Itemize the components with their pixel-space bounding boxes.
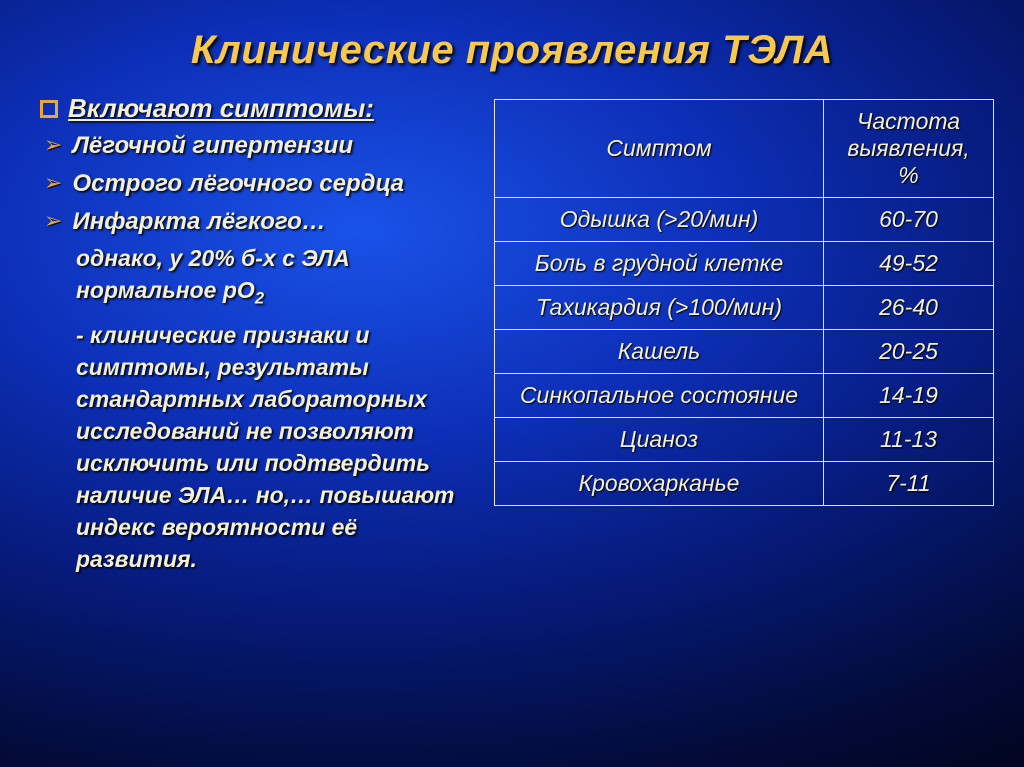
table-row: Кровохарканье 7-11 xyxy=(495,462,994,506)
col-frequency: Частота выявления, % xyxy=(824,100,994,198)
paragraph-1: однако, у 20% б-х с ЭЛА нормальное pO2 xyxy=(40,242,480,315)
square-bullet-icon xyxy=(40,100,58,118)
slide-title: Клинические проявления ТЭЛА xyxy=(0,0,1024,93)
bullet-row: ➢ Инфаркта лёгкого… xyxy=(40,206,480,238)
cell-symptom: Синкопальное состояние xyxy=(495,374,824,418)
table-header-row: Симптом Частота выявления, % xyxy=(495,100,994,198)
cell-symptom: Тахикардия (>100/мин) xyxy=(495,286,824,330)
table-row: Тахикардия (>100/мин) 26-40 xyxy=(495,286,994,330)
cell-symptom: Кашель xyxy=(495,330,824,374)
bullet-row: ➢ Острого лёгочного сердца xyxy=(40,168,480,200)
table-row: Цианоз 11-13 xyxy=(495,418,994,462)
bullet-text: Инфаркта лёгкого… xyxy=(72,206,325,238)
table-row: Одышка (>20/мин) 60-70 xyxy=(495,198,994,242)
heading-row: Включают симптомы: xyxy=(40,93,480,124)
cell-frequency: 14-19 xyxy=(824,374,994,418)
para1-subscript: 2 xyxy=(255,289,264,308)
bullet-text: Лёгочной гипертензии xyxy=(72,130,353,162)
symptoms-heading: Включают симптомы: xyxy=(68,93,374,124)
cell-frequency: 49-52 xyxy=(824,242,994,286)
table-row: Кашель 20-25 xyxy=(495,330,994,374)
bullet-text: Острого лёгочного сердца xyxy=(72,168,404,200)
cell-frequency: 20-25 xyxy=(824,330,994,374)
symptoms-table: Симптом Частота выявления, % Одышка (>20… xyxy=(494,99,994,506)
cell-frequency: 7-11 xyxy=(824,462,994,506)
cell-frequency: 26-40 xyxy=(824,286,994,330)
para1-text: однако, у 20% б-х с ЭЛА нормальное pO xyxy=(76,245,350,303)
cell-frequency: 11-13 xyxy=(824,418,994,462)
right-column: Симптом Частота выявления, % Одышка (>20… xyxy=(494,93,994,575)
cell-symptom: Кровохарканье xyxy=(495,462,824,506)
left-column: Включают симптомы: ➢ Лёгочной гипертензи… xyxy=(40,93,480,575)
arrow-icon: ➢ xyxy=(44,130,62,160)
arrow-icon: ➢ xyxy=(44,168,62,198)
arrow-icon: ➢ xyxy=(44,206,62,236)
cell-symptom: Одышка (>20/мин) xyxy=(495,198,824,242)
cell-symptom: Цианоз xyxy=(495,418,824,462)
bullet-row: ➢ Лёгочной гипертензии xyxy=(40,130,480,162)
table-row: Боль в грудной клетке 49-52 xyxy=(495,242,994,286)
table-row: Синкопальное состояние 14-19 xyxy=(495,374,994,418)
cell-symptom: Боль в грудной клетке xyxy=(495,242,824,286)
slide-content: Включают симптомы: ➢ Лёгочной гипертензи… xyxy=(0,93,1024,575)
paragraph-2: - клинические признаки и симптомы, резул… xyxy=(40,319,480,575)
cell-frequency: 60-70 xyxy=(824,198,994,242)
col-symptom: Симптом xyxy=(495,100,824,198)
